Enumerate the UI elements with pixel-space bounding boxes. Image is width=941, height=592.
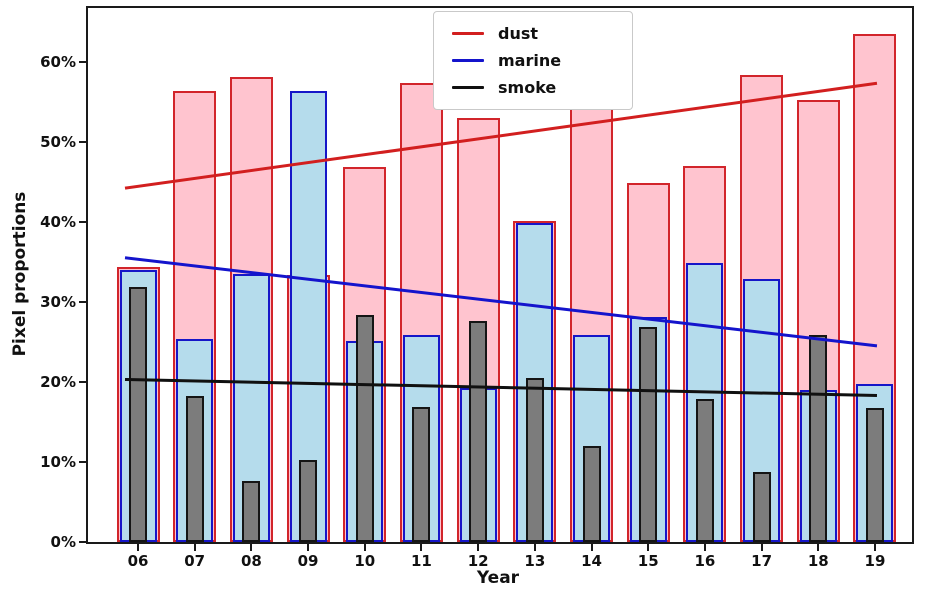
legend-label-smoke: smoke [498,78,557,97]
y-tick-mark [79,220,86,223]
dust-line-swatch-icon [452,32,484,35]
x-tick-mark [590,544,593,551]
y-tick-label-10: 10% [40,452,76,471]
smoke-line-swatch-icon [452,86,484,89]
bar-smoke-19 [865,407,884,542]
y-tick-mark [79,380,86,383]
x-axis-title: Year [476,568,520,588]
legend-label-dust: dust [498,24,539,43]
x-tick-label-15: 15 [637,552,659,570]
x-tick-label-12: 12 [467,552,489,570]
legend: dust marine smoke [433,11,633,110]
bar-smoke-06 [129,286,147,542]
bar-smoke-14 [582,445,601,542]
y-tick-label-40: 40% [40,212,76,231]
y-tick-label-50: 50% [40,132,76,151]
marine-line-swatch-icon [452,59,484,62]
bar-smoke-11 [412,406,431,542]
y-tick-label-20: 20% [40,372,76,391]
bar-smoke-07 [185,396,204,542]
x-tick-mark [760,544,763,551]
bar-smoke-15 [639,326,658,542]
x-tick-label-19: 19 [864,552,886,570]
x-tick-mark [193,544,196,551]
bar-smoke-08 [242,481,261,542]
legend-label-marine: marine [498,51,562,70]
y-tick-label-0: 0% [50,533,76,551]
y-tick-mark [79,300,86,303]
y-tick-mark [79,140,86,143]
y-tick-label-30: 30% [40,292,76,311]
legend-item-dust: dust [444,20,622,47]
bar-smoke-10 [355,315,374,542]
x-tick-mark [817,544,820,551]
bar-smoke-12 [469,321,488,542]
x-tick-label-13: 13 [524,552,546,570]
x-tick-mark [477,544,480,551]
bar-smoke-17 [752,472,771,542]
x-tick-label-10: 10 [354,552,376,570]
y-tick-mark [79,541,86,543]
x-tick-label-14: 14 [581,552,602,570]
x-tick-mark [307,544,310,551]
y-axis-title: Pixel proportions [10,191,30,357]
x-tick-mark [420,544,423,551]
legend-item-marine: marine [444,47,622,74]
x-tick-label-09: 09 [297,552,319,570]
x-tick-label-16: 16 [694,552,716,570]
legend-item-smoke: smoke [444,74,622,101]
x-tick-label-08: 08 [240,552,262,570]
x-tick-mark [647,544,650,551]
x-tick-label-11: 11 [411,552,432,570]
x-tick-mark [873,544,876,551]
x-tick-mark [703,544,706,551]
x-tick-label-18: 18 [807,552,829,570]
x-tick-label-06: 06 [127,552,149,570]
bar-smoke-13 [525,377,544,542]
y-tick-label-60: 60% [40,52,76,71]
y-tick-mark [79,460,86,463]
bar-smoke-18 [809,335,828,542]
y-tick-mark [79,60,86,63]
x-tick-mark [137,544,139,551]
x-tick-label-07: 07 [184,552,206,570]
bar-smoke-09 [299,459,318,542]
x-tick-mark [250,544,253,551]
x-tick-label-17: 17 [751,552,773,570]
x-tick-mark [533,544,536,551]
x-tick-mark [363,544,366,551]
bar-smoke-16 [695,398,714,542]
